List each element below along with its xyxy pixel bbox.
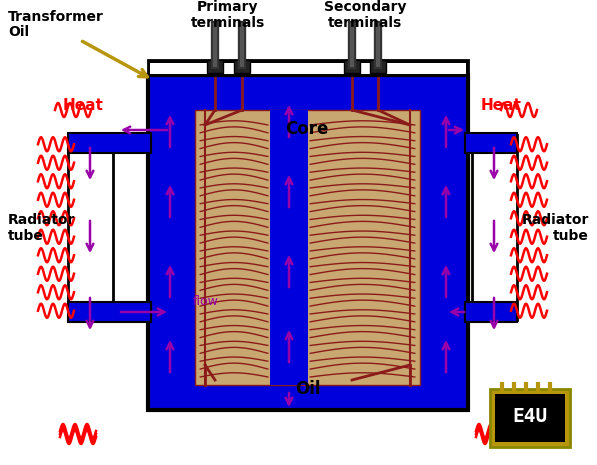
Text: Radiator
tube: Radiator tube	[522, 213, 589, 243]
FancyBboxPatch shape	[68, 133, 151, 153]
Bar	[234, 60, 250, 73]
Text: Transformer: Transformer	[8, 10, 104, 24]
Bar	[68, 135, 113, 320]
Bar	[495, 394, 565, 442]
Text: Secondary
terminals: Secondary terminals	[324, 0, 406, 30]
FancyBboxPatch shape	[465, 133, 517, 153]
Bar	[344, 60, 360, 73]
Text: Radiator
tube: Radiator tube	[8, 213, 75, 243]
Bar	[370, 60, 386, 73]
Text: Oil: Oil	[296, 380, 321, 398]
Text: Heat: Heat	[481, 98, 522, 113]
Bar	[270, 110, 308, 385]
Bar	[148, 60, 468, 75]
Text: Primary
terminals: Primary terminals	[191, 0, 265, 30]
Bar	[472, 135, 517, 320]
FancyBboxPatch shape	[465, 302, 517, 322]
Bar	[195, 110, 420, 385]
Text: flow: flow	[193, 295, 219, 308]
Text: Heat: Heat	[63, 98, 104, 113]
Bar	[148, 75, 468, 410]
Text: E4U: E4U	[512, 406, 547, 425]
Bar	[490, 389, 570, 447]
Text: Oil: Oil	[8, 25, 29, 39]
FancyBboxPatch shape	[68, 302, 151, 322]
Bar	[207, 60, 223, 73]
Text: Core: Core	[285, 120, 329, 138]
Bar	[150, 63, 466, 74]
